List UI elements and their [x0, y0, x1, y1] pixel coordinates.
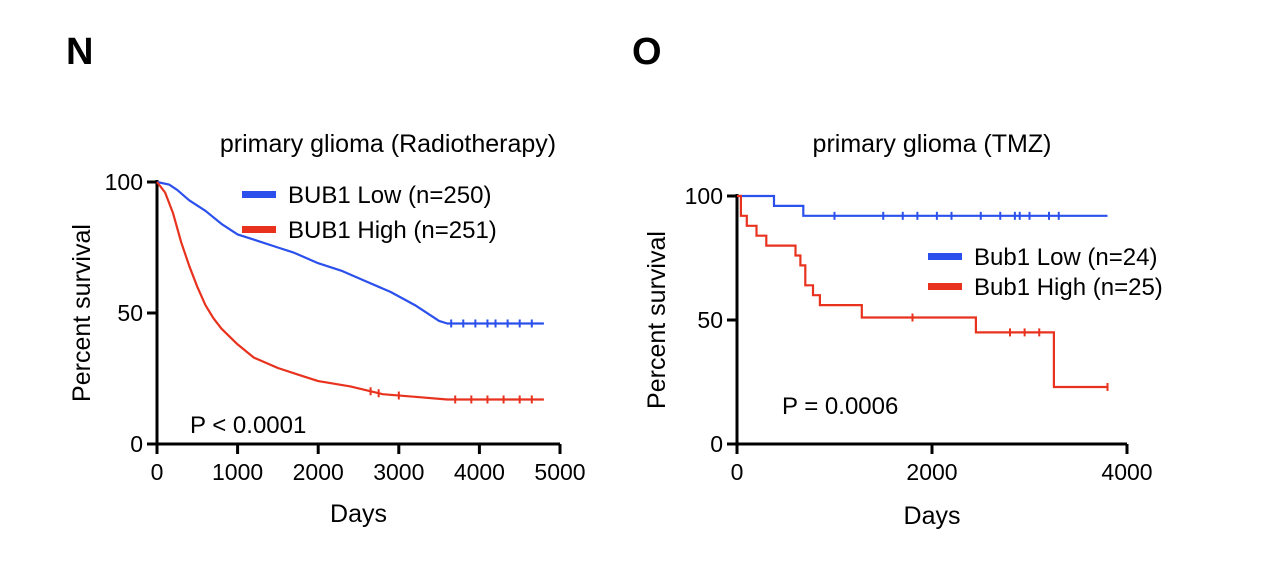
- legend-swatch: [928, 253, 962, 260]
- series-line-high: [156, 181, 544, 401]
- y-tick-label: 100: [685, 183, 723, 209]
- y-tick-label: 50: [697, 307, 723, 333]
- y-axis-label: Percent survival: [68, 224, 96, 402]
- x-tick-label: 4000: [454, 459, 505, 485]
- x-tick-label: 5000: [534, 459, 585, 485]
- y-axis-label: Percent survival: [643, 231, 671, 409]
- plot-area-o: 0 50 100 0 2000 4000 Days Percent survival Bub1 …: [643, 183, 1163, 530]
- legend-swatch: [928, 283, 962, 290]
- series-line-low: [737, 194, 1108, 217]
- legend-label: Bub1 High (n=25): [974, 274, 1163, 301]
- p-value-annotation: P < 0.0001: [190, 412, 306, 439]
- panel-o: O primary glioma (TMZ) 0 50 100 0 2000 4000 Da…: [632, 31, 1163, 530]
- y-tick-label: 100: [105, 169, 143, 195]
- x-tick-label: 0: [731, 459, 744, 485]
- x-axis-label: Days: [330, 500, 387, 528]
- panel-letter-o: O: [632, 31, 662, 73]
- chart-title-o: primary glioma (TMZ): [813, 130, 1052, 158]
- y-tick-label: 0: [130, 431, 143, 457]
- x-tick-label: 0: [151, 459, 164, 485]
- series-line-low: [156, 180, 544, 325]
- legend-swatch: [242, 191, 276, 198]
- x-tick-label: 2000: [293, 459, 344, 485]
- legend-swatch: [242, 226, 276, 233]
- y-tick-label: 0: [710, 431, 723, 457]
- series-line-high: [737, 194, 1108, 389]
- x-tick-label: 4000: [1101, 459, 1152, 485]
- legend-label: BUB1 Low (n=250): [288, 182, 491, 209]
- x-axis-label: Days: [904, 502, 961, 530]
- legend-label: BUB1 High (n=251): [288, 217, 497, 244]
- panel-letter-n: N: [66, 31, 93, 73]
- legend-label: Bub1 Low (n=24): [974, 244, 1157, 271]
- x-tick-label: 1000: [212, 459, 263, 485]
- p-value-annotation: P = 0.0006: [782, 393, 898, 420]
- x-tick-label: 3000: [373, 459, 424, 485]
- x-tick-label: 2000: [906, 459, 957, 485]
- chart-title-n: primary glioma (Radiotherapy): [220, 130, 556, 158]
- y-tick-label: 50: [117, 300, 143, 326]
